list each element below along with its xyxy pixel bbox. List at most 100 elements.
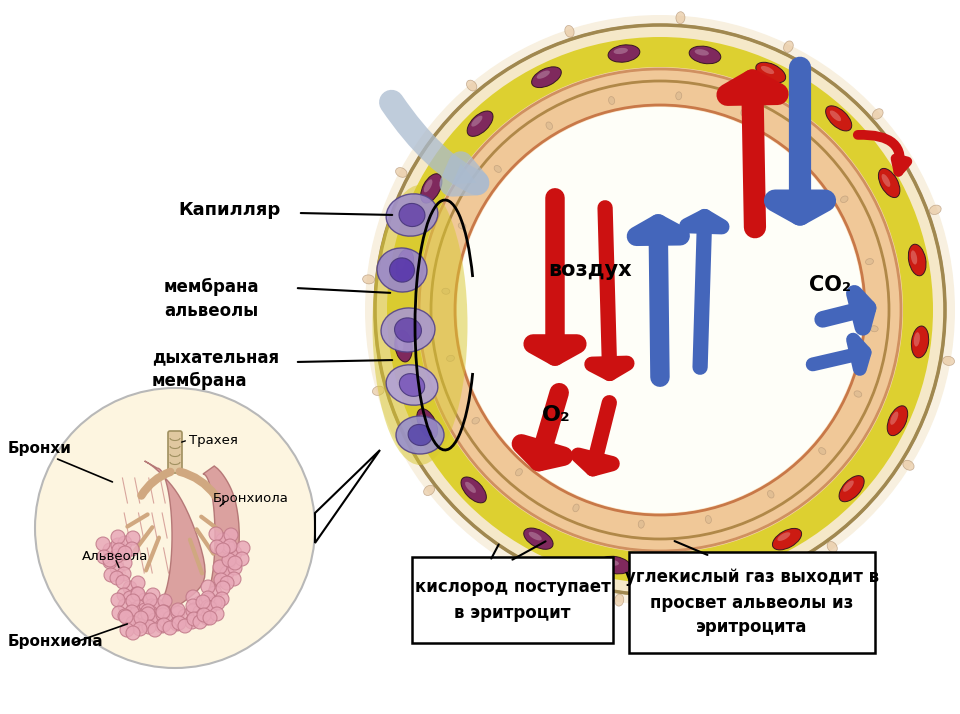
- Ellipse shape: [377, 248, 427, 292]
- Ellipse shape: [599, 556, 631, 574]
- Ellipse shape: [605, 559, 619, 565]
- Circle shape: [200, 602, 214, 616]
- Ellipse shape: [854, 391, 862, 397]
- Circle shape: [215, 592, 229, 606]
- Circle shape: [216, 543, 230, 557]
- FancyArrowPatch shape: [202, 517, 221, 531]
- Circle shape: [126, 616, 140, 630]
- Circle shape: [143, 593, 157, 607]
- Circle shape: [203, 611, 217, 625]
- Circle shape: [146, 588, 160, 602]
- Ellipse shape: [700, 561, 714, 568]
- Ellipse shape: [902, 461, 914, 471]
- Circle shape: [171, 603, 185, 617]
- Ellipse shape: [423, 486, 435, 496]
- Ellipse shape: [417, 408, 438, 438]
- Text: Бронхи: Бронхи: [8, 441, 72, 456]
- Ellipse shape: [372, 386, 384, 396]
- Ellipse shape: [676, 92, 682, 100]
- Circle shape: [216, 533, 230, 547]
- Text: кислород поступает
в эритроцит: кислород поступает в эритроцит: [415, 578, 611, 621]
- Ellipse shape: [828, 541, 837, 553]
- Circle shape: [228, 546, 242, 560]
- Text: O₂: O₂: [541, 405, 570, 425]
- Ellipse shape: [706, 516, 711, 523]
- Ellipse shape: [363, 275, 374, 284]
- FancyArrowPatch shape: [197, 529, 213, 554]
- Circle shape: [156, 608, 170, 622]
- Circle shape: [118, 546, 132, 560]
- Text: углекислый газ выходит в
просвет альвеолы из
эритроцита: углекислый газ выходит в просвет альвеол…: [625, 568, 879, 636]
- Circle shape: [145, 599, 159, 613]
- Circle shape: [141, 604, 155, 618]
- FancyBboxPatch shape: [629, 552, 875, 653]
- Circle shape: [126, 531, 140, 545]
- Circle shape: [111, 530, 125, 544]
- FancyArrowPatch shape: [134, 527, 153, 550]
- Circle shape: [201, 600, 215, 614]
- Ellipse shape: [399, 373, 424, 396]
- Circle shape: [186, 590, 200, 604]
- Circle shape: [193, 605, 207, 619]
- Circle shape: [103, 543, 117, 557]
- Ellipse shape: [396, 249, 414, 281]
- Circle shape: [163, 611, 177, 625]
- Circle shape: [118, 536, 132, 550]
- Circle shape: [111, 538, 125, 552]
- Circle shape: [193, 606, 207, 620]
- Circle shape: [209, 527, 223, 541]
- Circle shape: [208, 586, 222, 600]
- Ellipse shape: [465, 482, 476, 493]
- Ellipse shape: [471, 116, 483, 126]
- Ellipse shape: [911, 326, 928, 358]
- Circle shape: [125, 605, 139, 619]
- Ellipse shape: [420, 174, 442, 203]
- Circle shape: [193, 615, 207, 629]
- Ellipse shape: [911, 251, 917, 265]
- Ellipse shape: [761, 66, 774, 74]
- Circle shape: [97, 550, 111, 564]
- Ellipse shape: [773, 528, 802, 550]
- Ellipse shape: [390, 258, 415, 282]
- Ellipse shape: [870, 326, 878, 332]
- Circle shape: [163, 621, 177, 635]
- Ellipse shape: [638, 521, 644, 528]
- Circle shape: [196, 595, 210, 609]
- Circle shape: [120, 623, 134, 637]
- Circle shape: [156, 605, 170, 619]
- Circle shape: [123, 591, 137, 605]
- Circle shape: [118, 599, 132, 613]
- Ellipse shape: [727, 588, 735, 600]
- Ellipse shape: [866, 258, 874, 265]
- Ellipse shape: [778, 532, 790, 541]
- Circle shape: [116, 575, 130, 589]
- Circle shape: [222, 553, 236, 567]
- Circle shape: [133, 619, 147, 633]
- FancyArrowPatch shape: [392, 102, 477, 184]
- Ellipse shape: [694, 558, 726, 576]
- Ellipse shape: [676, 11, 684, 24]
- Ellipse shape: [532, 67, 562, 88]
- Ellipse shape: [841, 196, 848, 203]
- Circle shape: [186, 604, 200, 618]
- Ellipse shape: [516, 468, 522, 476]
- Circle shape: [126, 603, 140, 617]
- Ellipse shape: [843, 481, 853, 492]
- Ellipse shape: [472, 418, 479, 424]
- Circle shape: [104, 568, 118, 582]
- Ellipse shape: [887, 406, 908, 436]
- Ellipse shape: [494, 166, 501, 172]
- Circle shape: [150, 599, 164, 613]
- Circle shape: [227, 572, 241, 586]
- Circle shape: [142, 620, 156, 634]
- FancyBboxPatch shape: [412, 557, 613, 643]
- Text: Капилляр: Капилляр: [178, 201, 280, 219]
- Circle shape: [187, 612, 201, 626]
- Circle shape: [197, 608, 211, 622]
- Circle shape: [365, 15, 955, 605]
- Circle shape: [125, 542, 139, 556]
- Ellipse shape: [609, 96, 614, 104]
- Ellipse shape: [408, 424, 432, 446]
- Circle shape: [171, 606, 185, 620]
- Circle shape: [118, 556, 132, 570]
